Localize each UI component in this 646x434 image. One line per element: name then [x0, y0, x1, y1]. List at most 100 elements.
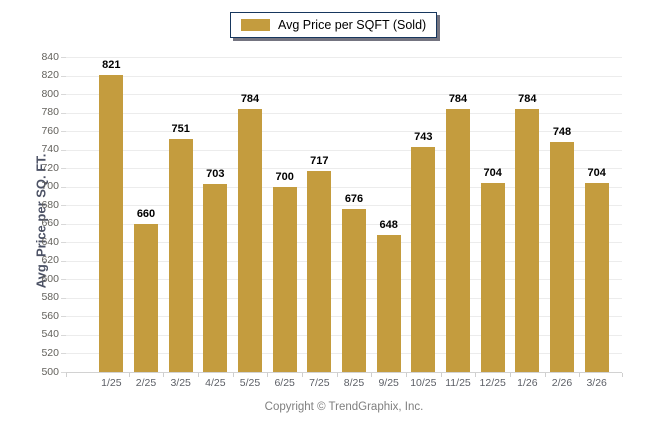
x-axis-label: 10/25	[410, 377, 437, 389]
gridline	[66, 186, 622, 188]
y-axis-tick-label: 520	[41, 346, 59, 359]
y-axis-tick	[61, 112, 66, 114]
y-axis-tick-label: 740	[41, 143, 59, 156]
x-axis-tick	[232, 373, 234, 377]
x-axis-tick	[579, 373, 581, 377]
bar-value-label: 703	[206, 167, 225, 180]
x-axis-label: 7/25	[309, 377, 330, 389]
y-axis-tick	[61, 149, 66, 151]
copyright-text: Copyright © TrendGraphix, Inc.	[264, 401, 424, 413]
y-axis-tick-label: 500	[41, 365, 59, 378]
y-axis-tick	[61, 94, 66, 96]
gridline	[66, 131, 622, 133]
x-axis-label: 1/26	[517, 377, 538, 389]
bar-value-label: 648	[379, 218, 398, 231]
x-axis-label: 2/26	[551, 377, 573, 389]
bar	[376, 234, 401, 372]
x-axis-tick	[267, 373, 269, 377]
x-axis-label: 11/25	[445, 377, 471, 389]
y-axis-tick	[61, 205, 66, 207]
y-axis-tick-label: 580	[41, 291, 59, 304]
y-axis-tick-label: 620	[41, 254, 59, 267]
gridline	[66, 372, 622, 373]
x-axis-label: 5/25	[239, 377, 261, 389]
bar	[238, 108, 262, 372]
x-axis-tick	[302, 373, 303, 377]
y-axis-tick-label: 640	[41, 235, 59, 248]
bar	[203, 183, 228, 372]
gridline	[66, 75, 622, 77]
y-axis-tick	[61, 57, 66, 58]
y-axis-tick-label: 660	[41, 217, 59, 230]
bar	[307, 170, 332, 372]
y-axis-tick	[61, 131, 66, 133]
y-axis-tick	[61, 316, 66, 318]
y-axis-tick	[61, 223, 66, 225]
bar	[99, 74, 124, 372]
bar-value-label: 748	[552, 126, 572, 139]
y-axis-tick	[61, 75, 66, 77]
x-axis-tick	[510, 373, 511, 377]
x-axis-label: 12/25	[479, 377, 506, 389]
bar	[168, 139, 193, 372]
bar-value-label: 700	[275, 170, 294, 183]
bar	[480, 183, 505, 372]
gridline	[66, 57, 622, 58]
x-axis-label: 8/25	[343, 377, 365, 389]
gridline	[66, 149, 622, 151]
y-axis-tick	[61, 260, 66, 262]
y-axis-tick	[61, 297, 66, 299]
x-axis-tick	[336, 373, 338, 377]
x-axis-tick	[544, 373, 546, 377]
bar	[446, 108, 470, 372]
x-axis-tick	[622, 373, 623, 377]
bar-value-label: 704	[587, 167, 606, 179]
bar-value-label: 704	[483, 167, 502, 179]
x-axis-label: 3/26	[586, 377, 607, 389]
y-axis-tick-label: 820	[41, 69, 59, 82]
x-axis-tick	[198, 373, 199, 377]
bar	[550, 142, 574, 372]
bar	[411, 146, 436, 372]
y-axis-tick	[61, 334, 66, 336]
gridline	[66, 94, 622, 96]
x-axis-tick	[66, 373, 67, 377]
x-axis-tick	[440, 373, 442, 377]
bar	[584, 183, 609, 372]
legend-label: Avg Price per SQFT (Sold)	[278, 17, 427, 32]
bar-value-label: 821	[102, 58, 121, 71]
x-axis-label: 9/25	[378, 377, 399, 389]
gridline	[66, 112, 622, 114]
y-axis-tick-label: 680	[41, 198, 59, 211]
x-axis-tick	[163, 373, 165, 377]
y-axis-tick	[61, 279, 66, 281]
x-axis-label: 2/25	[135, 377, 157, 389]
y-axis-tick	[61, 168, 66, 170]
bar-value-label: 784	[518, 92, 537, 105]
y-axis-tick-label: 800	[41, 87, 59, 100]
x-axis-label: 6/25	[274, 377, 295, 389]
y-axis-tick-label: 540	[41, 328, 59, 341]
x-axis-tick	[475, 373, 477, 377]
bar-value-label: 717	[310, 154, 329, 167]
x-axis-tick	[371, 373, 373, 377]
bar	[515, 108, 540, 372]
x-axis-tick	[406, 373, 407, 377]
bar-value-label: 784	[240, 92, 260, 105]
y-axis-tick-label: 720	[41, 161, 59, 174]
y-axis-tick-label: 840	[41, 50, 59, 63]
y-axis-tick-label: 780	[41, 106, 59, 119]
bar	[342, 208, 366, 372]
bar	[134, 223, 158, 372]
y-axis-tick	[61, 353, 66, 355]
bar-value-label: 784	[448, 92, 468, 105]
gridline	[66, 205, 622, 207]
bar-value-label: 676	[344, 192, 364, 205]
legend-swatch	[241, 19, 270, 31]
bar-value-label: 751	[171, 123, 190, 136]
y-axis-tick-label: 600	[41, 272, 59, 285]
bar	[272, 186, 297, 372]
y-axis-tick	[61, 186, 66, 188]
chart-legend: Avg Price per SQFT (Sold)	[230, 12, 438, 38]
